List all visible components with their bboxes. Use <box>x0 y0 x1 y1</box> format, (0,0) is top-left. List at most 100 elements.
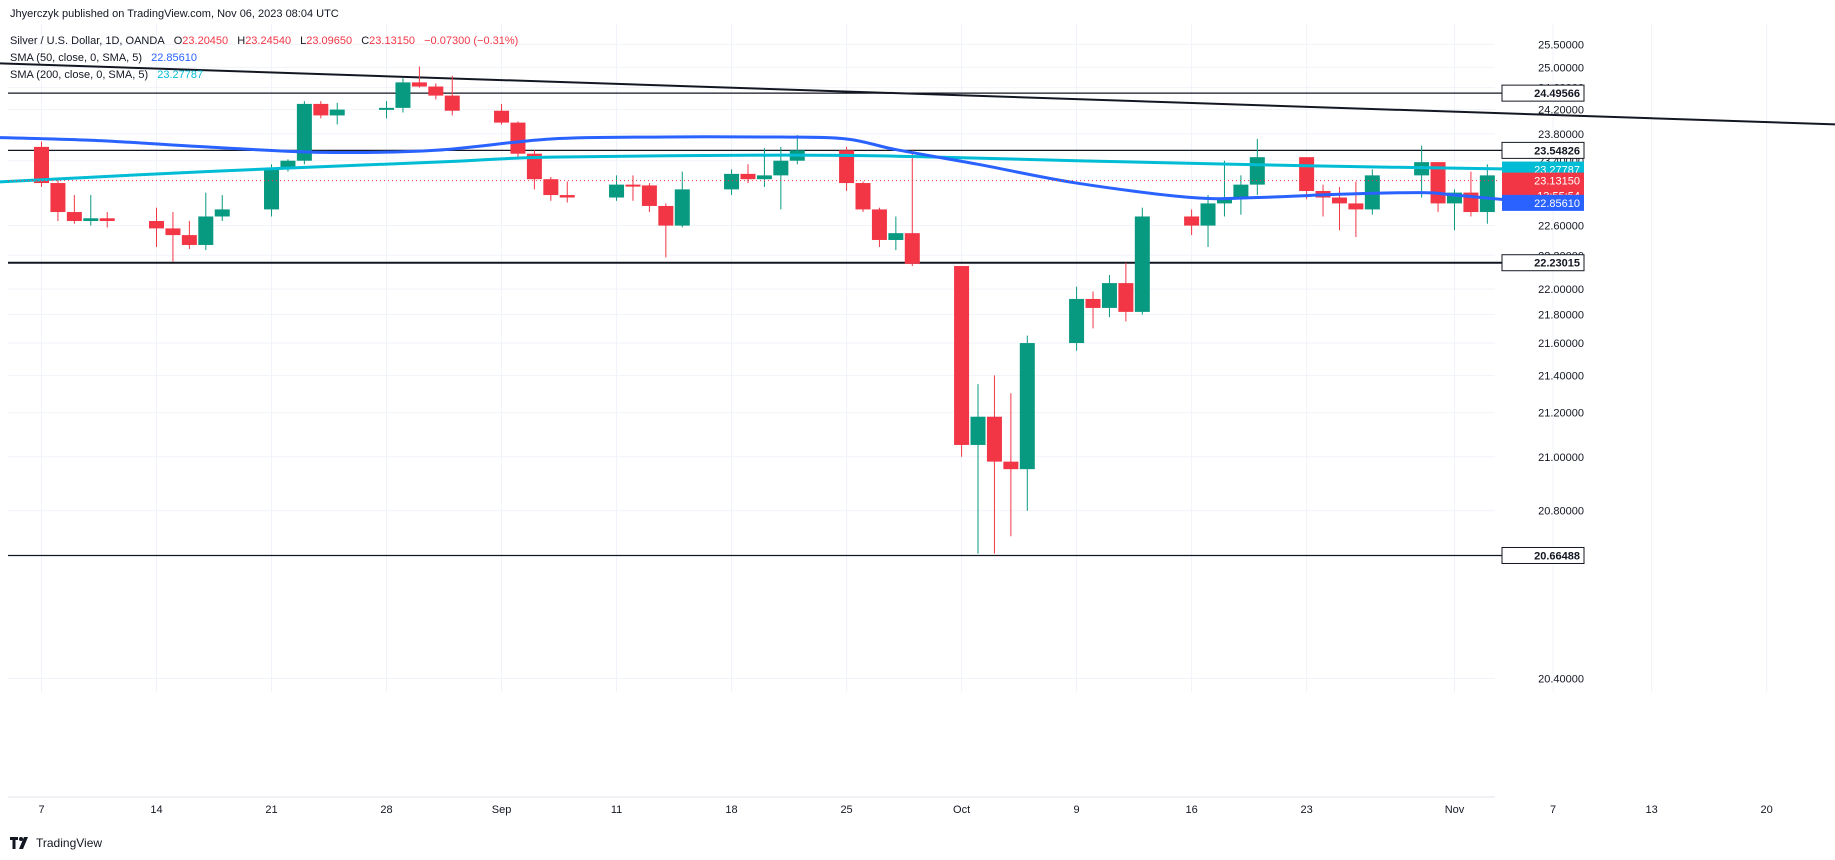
candle-body <box>1085 298 1101 308</box>
sma200-label: SMA (200, close, 0, SMA, 5) <box>10 69 149 81</box>
candle-body <box>970 416 986 445</box>
ohlc-l-value: 23.09650 <box>306 35 353 47</box>
candle-body <box>658 205 674 226</box>
candle-up <box>773 146 789 210</box>
tag-text: 20.66488 <box>1534 550 1580 562</box>
y-tick-label: 24.20000 <box>1538 105 1584 117</box>
candle-body <box>494 110 510 123</box>
tag-text: 22.85610 <box>1534 198 1580 210</box>
candle-down <box>165 212 181 262</box>
candle-down <box>641 183 657 213</box>
publisher-line: Jhyerczyk published on TradingView.com, … <box>10 8 339 20</box>
candle-down <box>855 181 871 213</box>
candle-down <box>99 212 115 228</box>
candle-down <box>740 164 756 184</box>
candle-body <box>329 109 345 116</box>
candle-body <box>296 103 312 161</box>
candle-body <box>34 146 49 184</box>
candle-down <box>954 266 970 457</box>
candle-body <box>214 209 230 217</box>
candle-body <box>1134 216 1150 312</box>
x-tick-label: 7 <box>38 804 44 816</box>
y-tick-label: 21.20000 <box>1538 408 1584 420</box>
candle-up <box>379 101 395 119</box>
x-tick-label: 20 <box>1761 804 1773 816</box>
candle-body <box>379 107 395 110</box>
last-price-tag: 23.13150 <box>1502 172 1584 189</box>
y-tick-label: 21.40000 <box>1538 370 1584 382</box>
candle-body <box>904 233 920 264</box>
candle-body <box>724 173 740 190</box>
sma50-label: SMA (50, close, 0, SMA, 5) <box>10 52 143 64</box>
candle-body <box>625 184 641 187</box>
candle-body <box>756 175 772 180</box>
candle-body <box>1331 197 1347 204</box>
ohlc-c-label: C <box>361 35 370 47</box>
level-price-tag: 24.49566 <box>1501 84 1585 102</box>
candle-body <box>99 218 115 221</box>
y-tick-label: 25.50000 <box>1538 39 1584 51</box>
candle-up <box>214 195 230 221</box>
x-tick-label: 16 <box>1185 804 1197 816</box>
candle-down <box>411 66 427 88</box>
candle-body <box>165 228 181 236</box>
y-tick-label: 23.80000 <box>1538 129 1584 141</box>
level-price-tag: 20.66488 <box>1501 546 1585 564</box>
candle-down <box>839 146 855 191</box>
tag-box <box>1501 254 1585 272</box>
candle-up <box>1101 274 1117 318</box>
y-tick-label: 22.00000 <box>1538 284 1584 296</box>
candle-down <box>1299 157 1315 200</box>
candle-body <box>198 216 214 245</box>
candle-down <box>904 150 920 267</box>
candle-down <box>1430 162 1446 213</box>
candle-down <box>313 101 329 119</box>
tradingview-logo-icon <box>10 837 30 849</box>
tag-text: 24.49566 <box>1534 88 1580 100</box>
candle-down <box>1085 291 1101 329</box>
candle-body <box>641 185 657 206</box>
candle-body <box>773 160 789 176</box>
y-tick-label: 22.60000 <box>1538 221 1584 233</box>
y-tick-label: 21.60000 <box>1538 338 1584 350</box>
candle-down <box>871 207 887 247</box>
sma50-value: 22.85610 <box>151 52 198 64</box>
candle-body <box>83 218 99 221</box>
tag-box <box>1501 141 1585 159</box>
candle-up <box>264 164 280 217</box>
footer-brand[interactable]: TradingView <box>10 836 102 850</box>
candle-body <box>986 416 1002 462</box>
candle-body <box>954 266 970 445</box>
candle-body <box>444 95 460 111</box>
tag-box <box>1502 194 1584 211</box>
trendline <box>0 62 1835 126</box>
candle-up <box>329 102 345 125</box>
candle-down <box>1118 262 1134 322</box>
candle-down <box>149 207 165 247</box>
candle-up <box>395 78 411 113</box>
candle-body <box>280 160 296 168</box>
candle-body <box>66 212 82 221</box>
x-tick-label: 7 <box>1550 804 1556 816</box>
candle-down <box>444 75 460 116</box>
candle-body <box>674 189 690 226</box>
tag-box <box>1501 84 1585 102</box>
x-tick-label: Sep <box>492 804 512 816</box>
y-tick-label: 21.00000 <box>1538 452 1584 464</box>
x-axis: 7 14 21 28 Sep 11 18 25 Oct 9 16 23 Nov 7 13 20 <box>8 796 1773 816</box>
tag-text: 23.13150 <box>1534 176 1580 188</box>
candle-up <box>1233 175 1249 215</box>
x-tick-label: 11 <box>611 804 622 816</box>
candle-down <box>494 103 510 125</box>
legend-symbol-row: Silver / U.S. Dollar, 1D, OANDA O23.2045… <box>10 35 518 47</box>
candle-body <box>1216 199 1232 204</box>
level-price-tag: 22.23015 <box>1501 254 1585 272</box>
candle-body <box>1233 184 1249 200</box>
candle-down <box>1184 209 1200 236</box>
candle-body <box>871 209 887 240</box>
x-tick-label: 9 <box>1074 804 1080 816</box>
candle-body <box>1348 203 1364 210</box>
brand-name: TradingView <box>36 836 103 850</box>
candle-up <box>674 171 690 228</box>
